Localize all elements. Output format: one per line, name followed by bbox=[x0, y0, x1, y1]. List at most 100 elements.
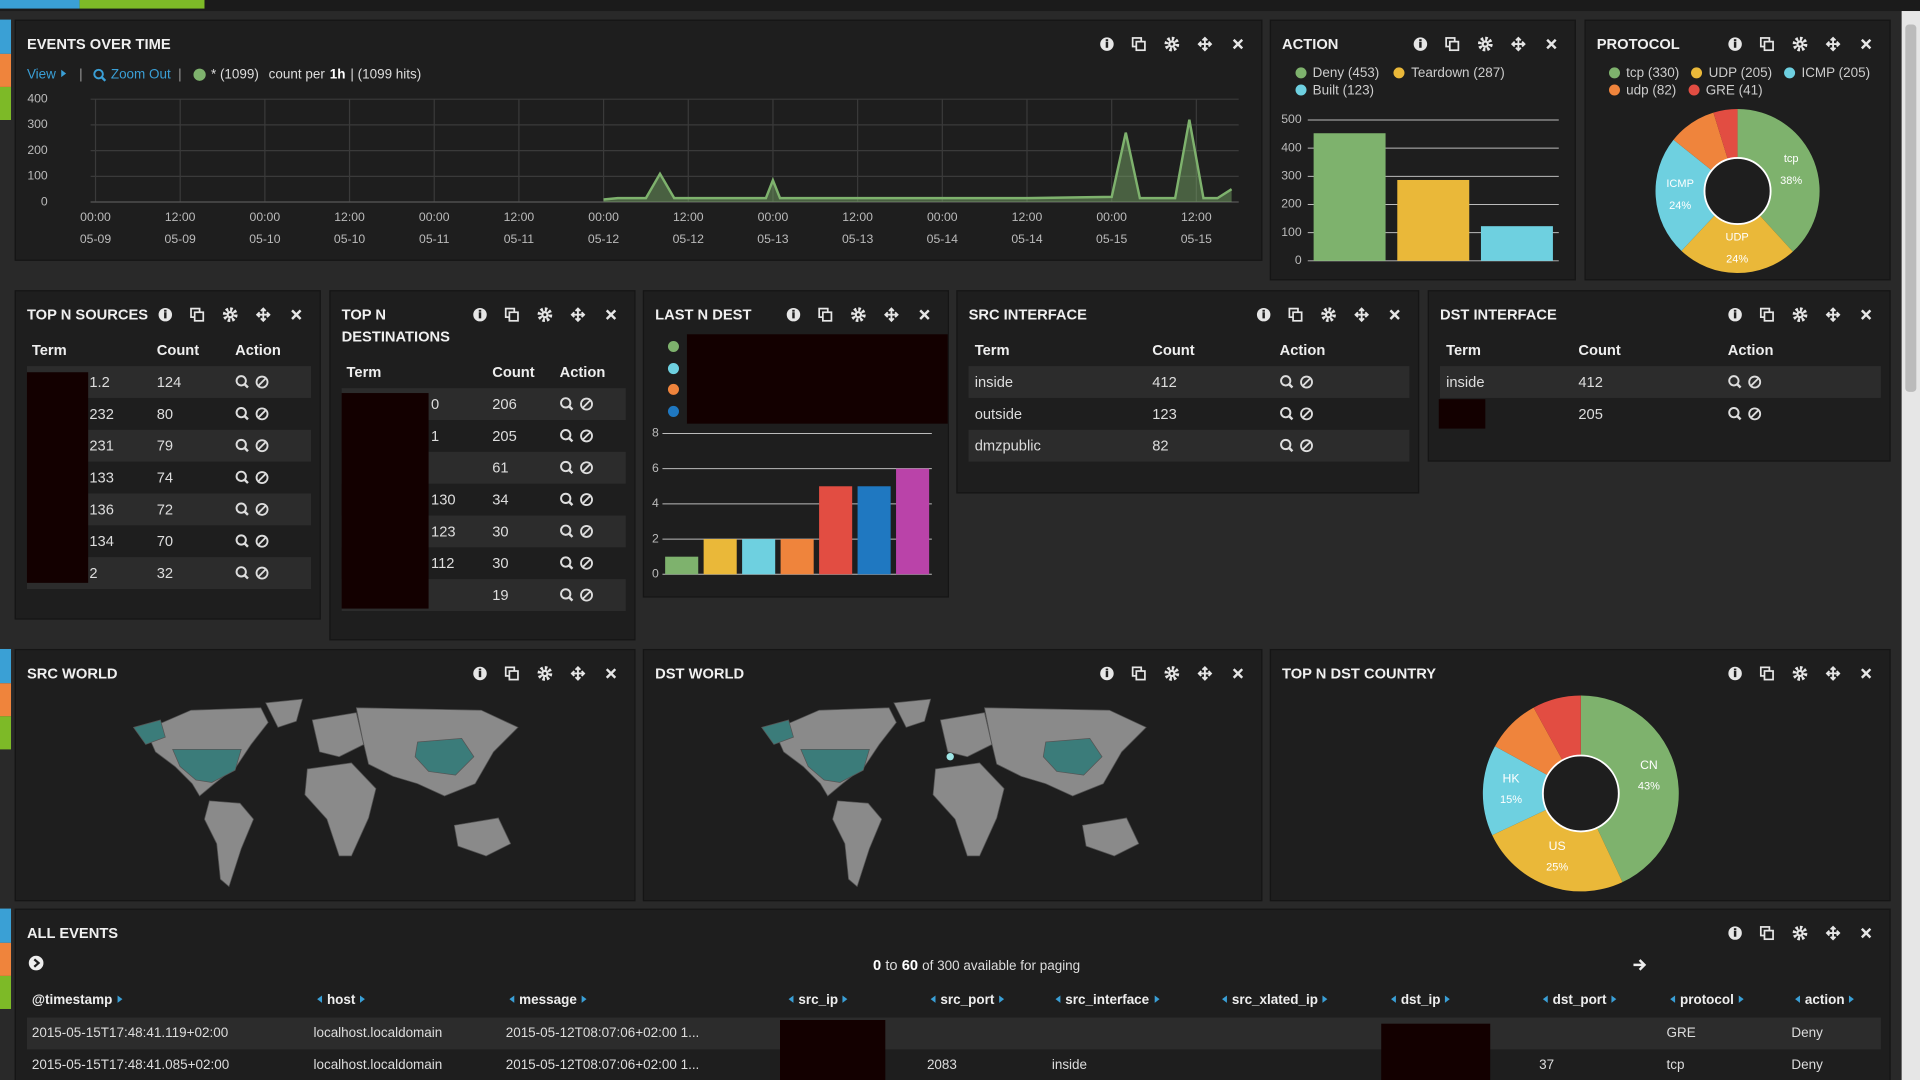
filter-in-button[interactable] bbox=[560, 588, 574, 602]
settings-button[interactable] bbox=[1792, 925, 1808, 941]
settings-button[interactable] bbox=[537, 307, 553, 323]
column-header[interactable]: protocol bbox=[1667, 993, 1748, 1008]
duplicate-button[interactable] bbox=[504, 666, 519, 681]
column-header[interactable]: dst_ip bbox=[1387, 993, 1454, 1008]
close-button[interactable] bbox=[605, 309, 617, 320]
filter-out-button[interactable] bbox=[580, 493, 593, 507]
duplicate-button[interactable] bbox=[190, 307, 205, 322]
info-button[interactable] bbox=[1728, 37, 1742, 51]
column-header[interactable]: src_interface bbox=[1052, 993, 1163, 1008]
filter-in-button[interactable] bbox=[1280, 438, 1294, 453]
duplicate-button[interactable] bbox=[1288, 307, 1303, 322]
column-header[interactable]: message bbox=[506, 993, 591, 1008]
filter-out-button[interactable] bbox=[255, 502, 269, 516]
info-button[interactable] bbox=[1100, 37, 1114, 51]
close-button[interactable] bbox=[1232, 668, 1244, 679]
view-link[interactable]: View bbox=[27, 67, 69, 82]
duplicate-button[interactable] bbox=[504, 307, 519, 322]
filter-out-button[interactable] bbox=[255, 439, 269, 453]
close-button[interactable] bbox=[1860, 927, 1872, 939]
filter-out-button[interactable] bbox=[580, 429, 593, 443]
duplicate-button[interactable] bbox=[1759, 307, 1774, 322]
move-button[interactable] bbox=[1354, 307, 1370, 323]
move-button[interactable] bbox=[1825, 307, 1841, 323]
settings-button[interactable] bbox=[1477, 36, 1493, 52]
filter-out-button[interactable] bbox=[580, 556, 593, 570]
scroll-thumb[interactable] bbox=[1905, 24, 1917, 392]
move-button[interactable] bbox=[570, 666, 586, 681]
move-button[interactable] bbox=[884, 307, 899, 323]
column-header[interactable]: dst_port bbox=[1539, 993, 1620, 1008]
close-button[interactable] bbox=[1860, 309, 1872, 320]
expand-button[interactable] bbox=[28, 955, 44, 971]
settings-button[interactable] bbox=[1321, 307, 1336, 323]
filter-out-button[interactable] bbox=[255, 566, 269, 580]
settings-button[interactable] bbox=[851, 307, 866, 323]
filter-in-button[interactable] bbox=[1728, 407, 1742, 421]
filter-out-button[interactable] bbox=[580, 397, 593, 411]
info-button[interactable] bbox=[1728, 666, 1742, 681]
duplicate-button[interactable] bbox=[1759, 37, 1774, 52]
duplicate-button[interactable] bbox=[1759, 666, 1774, 681]
settings-button[interactable] bbox=[1792, 36, 1808, 52]
filter-in-button[interactable] bbox=[560, 397, 574, 411]
column-header[interactable]: @timestamp bbox=[32, 993, 126, 1008]
move-button[interactable] bbox=[1825, 36, 1841, 52]
move-button[interactable] bbox=[1197, 36, 1213, 52]
filter-in-button[interactable] bbox=[560, 492, 574, 506]
column-header[interactable]: src_ip bbox=[785, 993, 852, 1008]
close-button[interactable] bbox=[1860, 38, 1872, 50]
column-header[interactable]: src_port bbox=[927, 993, 1008, 1008]
filter-out-button[interactable] bbox=[1300, 407, 1313, 421]
filter-in-button[interactable] bbox=[1280, 407, 1294, 421]
zoom-out-link[interactable]: Zoom Out bbox=[110, 67, 171, 83]
filter-out-button[interactable] bbox=[1300, 439, 1313, 453]
filter-in-button[interactable] bbox=[1728, 375, 1742, 389]
filter-out-button[interactable] bbox=[580, 588, 593, 602]
filter-out-button[interactable] bbox=[255, 534, 269, 548]
filter-in-button[interactable] bbox=[560, 429, 574, 443]
move-button[interactable] bbox=[570, 307, 586, 323]
filter-in-button[interactable] bbox=[235, 470, 249, 484]
info-button[interactable] bbox=[1256, 307, 1271, 322]
close-button[interactable] bbox=[605, 668, 617, 679]
settings-button[interactable] bbox=[537, 666, 553, 681]
duplicate-button[interactable] bbox=[1445, 37, 1460, 52]
duplicate-button[interactable] bbox=[818, 307, 833, 322]
filter-out-button[interactable] bbox=[1748, 407, 1762, 421]
info-button[interactable] bbox=[1728, 926, 1742, 940]
filter-in-button[interactable] bbox=[235, 438, 249, 453]
filter-out-button[interactable] bbox=[255, 375, 269, 389]
close-button[interactable] bbox=[1389, 309, 1400, 320]
info-button[interactable] bbox=[1728, 307, 1742, 322]
filter-out-button[interactable] bbox=[1748, 375, 1762, 389]
close-button[interactable] bbox=[919, 309, 930, 320]
settings-button[interactable] bbox=[1164, 36, 1180, 52]
filter-out-button[interactable] bbox=[580, 461, 593, 475]
filter-in-button[interactable] bbox=[235, 407, 249, 421]
filter-in-button[interactable] bbox=[1280, 375, 1294, 389]
close-button[interactable] bbox=[1546, 38, 1557, 50]
filter-in-button[interactable] bbox=[235, 502, 249, 516]
column-header[interactable]: host bbox=[313, 993, 368, 1008]
filter-out-button[interactable] bbox=[255, 407, 269, 421]
info-button[interactable] bbox=[1100, 666, 1114, 681]
move-button[interactable] bbox=[1197, 666, 1213, 681]
close-button[interactable] bbox=[1232, 38, 1244, 50]
filter-out-button[interactable] bbox=[580, 525, 593, 538]
settings-button[interactable] bbox=[222, 307, 238, 323]
close-button[interactable] bbox=[1860, 668, 1872, 679]
info-button[interactable] bbox=[473, 307, 487, 322]
settings-button[interactable] bbox=[1792, 666, 1808, 681]
filter-in-button[interactable] bbox=[560, 524, 574, 538]
info-button[interactable] bbox=[158, 307, 173, 322]
column-header[interactable]: action bbox=[1791, 993, 1858, 1008]
info-button[interactable] bbox=[473, 666, 487, 681]
column-header[interactable]: src_xlated_ip bbox=[1218, 993, 1331, 1008]
move-button[interactable] bbox=[255, 307, 271, 323]
duplicate-button[interactable] bbox=[1131, 666, 1146, 681]
settings-button[interactable] bbox=[1792, 307, 1808, 323]
move-button[interactable] bbox=[1510, 36, 1526, 52]
filter-out-button[interactable] bbox=[255, 471, 269, 484]
filter-in-button[interactable] bbox=[235, 566, 249, 580]
